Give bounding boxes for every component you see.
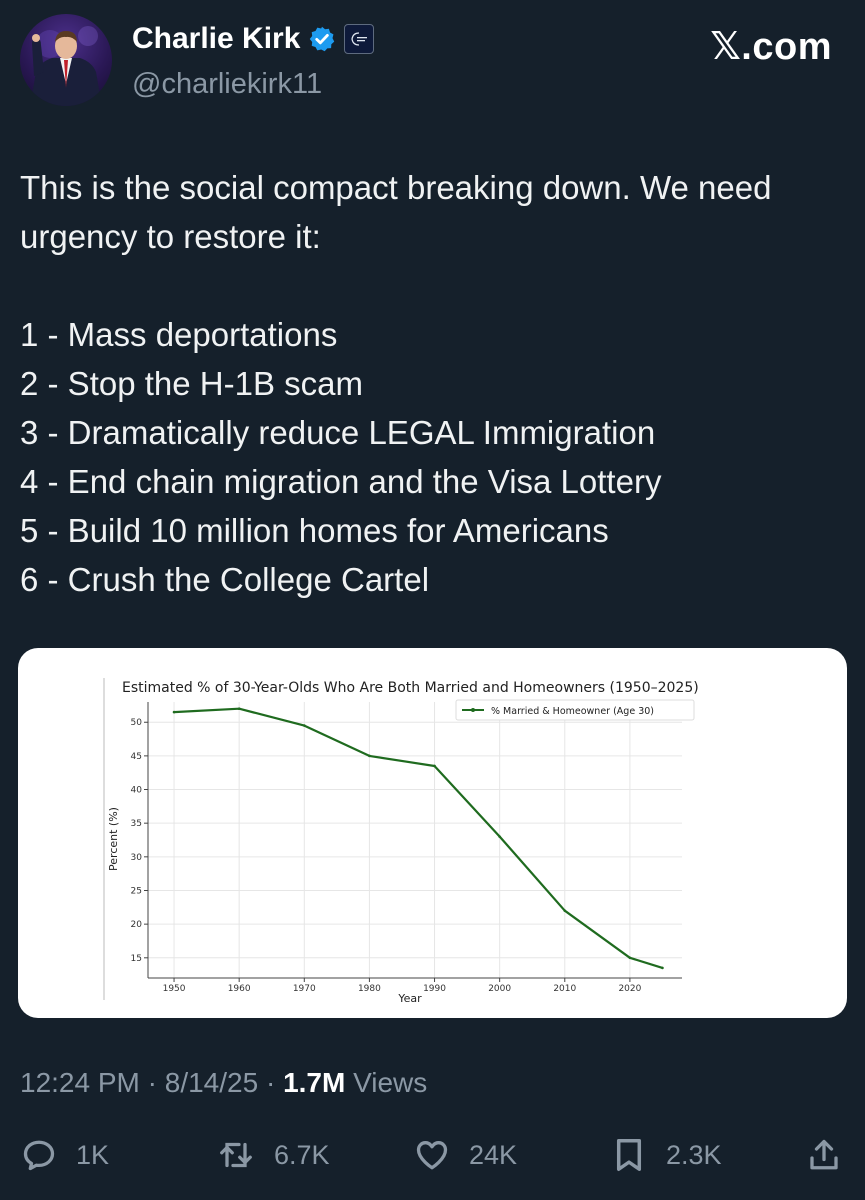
y-tick-label: 40 bbox=[131, 786, 143, 796]
x-logo-text: 𝕏.com bbox=[710, 26, 832, 68]
data-point bbox=[661, 966, 664, 970]
series-line bbox=[173, 707, 663, 969]
author-name[interactable]: Charlie Kirk bbox=[132, 22, 301, 55]
data-point bbox=[563, 909, 567, 912]
chart-title: Estimated % of 30-Year-Olds Who Are Both… bbox=[122, 680, 699, 696]
data-point bbox=[433, 764, 436, 768]
repost-button[interactable]: 6.7K bbox=[216, 1133, 330, 1177]
x-tick-label: 1980 bbox=[358, 984, 381, 994]
share-icon bbox=[810, 1139, 838, 1170]
tweet-list-item-3: 3 - Dramatically reduce LEGAL Immigratio… bbox=[20, 414, 656, 451]
line-chart: Estimated % of 30-Year-Olds Who Are Both… bbox=[103, 678, 699, 1005]
tweet-list-item-1: 1 - Mass deportations bbox=[20, 316, 338, 353]
views-label: Views bbox=[353, 1067, 428, 1098]
bookmark-button[interactable]: 2.3K bbox=[610, 1133, 722, 1177]
like-count: 24K bbox=[469, 1139, 518, 1170]
tweet-time[interactable]: 12:24 PM bbox=[20, 1067, 140, 1098]
x-axis-label: Year bbox=[397, 992, 422, 1005]
x-tick-label: 1990 bbox=[423, 984, 446, 994]
verified-badge-icon[interactable] bbox=[308, 25, 336, 53]
avatar[interactable] bbox=[20, 14, 112, 106]
tweet-meta: 12:24 PM · 8/14/25 · 1.7M Views bbox=[20, 1067, 427, 1099]
x-tick-label: 2000 bbox=[488, 984, 511, 994]
y-tick-label: 25 bbox=[131, 886, 142, 896]
reply-button[interactable]: 1K bbox=[20, 1133, 109, 1177]
bookmark-count: 2.3K bbox=[666, 1139, 722, 1170]
reply-count: 1K bbox=[76, 1139, 110, 1170]
data-point bbox=[237, 707, 241, 711]
share-button[interactable] bbox=[806, 1133, 842, 1177]
y-tick-label: 15 bbox=[131, 954, 142, 964]
author-handle[interactable]: @charliekirk11 bbox=[132, 68, 323, 100]
tweet-intro: This is the social compact breaking down… bbox=[20, 169, 772, 255]
chart-legend: % Married & Homeowner (Age 30) bbox=[455, 699, 695, 721]
x-tick-label: 2020 bbox=[618, 984, 641, 994]
action-bar: 1K 6.7K 24K 2.3K bbox=[20, 1133, 850, 1177]
y-tick-label: 35 bbox=[131, 819, 142, 829]
tweet-list-item-4: 4 - End chain migration and the Visa Lot… bbox=[20, 463, 662, 500]
views-count: 1.7M bbox=[283, 1067, 346, 1098]
bookmark-icon bbox=[616, 1139, 642, 1171]
x-tick-label: 1970 bbox=[293, 984, 316, 994]
y-tick-label: 50 bbox=[131, 718, 143, 728]
y-axis-label: Percent (%) bbox=[107, 807, 120, 871]
tweet-list-item-2: 2 - Stop the H-1B scam bbox=[20, 365, 363, 402]
like-button[interactable]: 24K bbox=[413, 1133, 517, 1177]
y-tick-label: 30 bbox=[131, 853, 143, 863]
y-tick-label: 20 bbox=[131, 920, 143, 930]
data-point bbox=[302, 724, 306, 727]
author-name-row: Charlie Kirk bbox=[132, 22, 375, 56]
data-point bbox=[368, 754, 371, 758]
x-tick-label: 2010 bbox=[553, 984, 576, 994]
repost-count: 6.7K bbox=[274, 1139, 330, 1170]
tweet-text: This is the social compact breaking down… bbox=[20, 163, 850, 604]
y-tick-label: 45 bbox=[131, 752, 142, 762]
repost-icon bbox=[220, 1142, 252, 1168]
tweet-list-item-5: 5 - Build 10 million homes for Americans bbox=[20, 512, 609, 549]
meta-separator-2: · bbox=[265, 1067, 276, 1098]
data-point bbox=[172, 710, 176, 714]
data-point bbox=[628, 956, 632, 960]
affiliate-badge-icon[interactable] bbox=[344, 24, 375, 54]
legend-entry: % Married & Homeowner (Age 30) bbox=[491, 706, 654, 717]
x-tick-label: 1960 bbox=[228, 984, 251, 994]
x-tick-label: 1950 bbox=[163, 984, 186, 994]
chart-image[interactable]: Estimated % of 30-Year-Olds Who Are Both… bbox=[18, 648, 847, 1018]
meta-separator: · bbox=[147, 1067, 157, 1098]
data-point bbox=[498, 835, 501, 838]
tweet-date[interactable]: 8/14/25 bbox=[164, 1067, 259, 1098]
reply-icon bbox=[23, 1140, 55, 1171]
heart-icon bbox=[416, 1141, 448, 1170]
avatar-portrait bbox=[30, 26, 102, 106]
tweet-list-item-6: 6 - Crush the College Cartel bbox=[20, 561, 430, 598]
